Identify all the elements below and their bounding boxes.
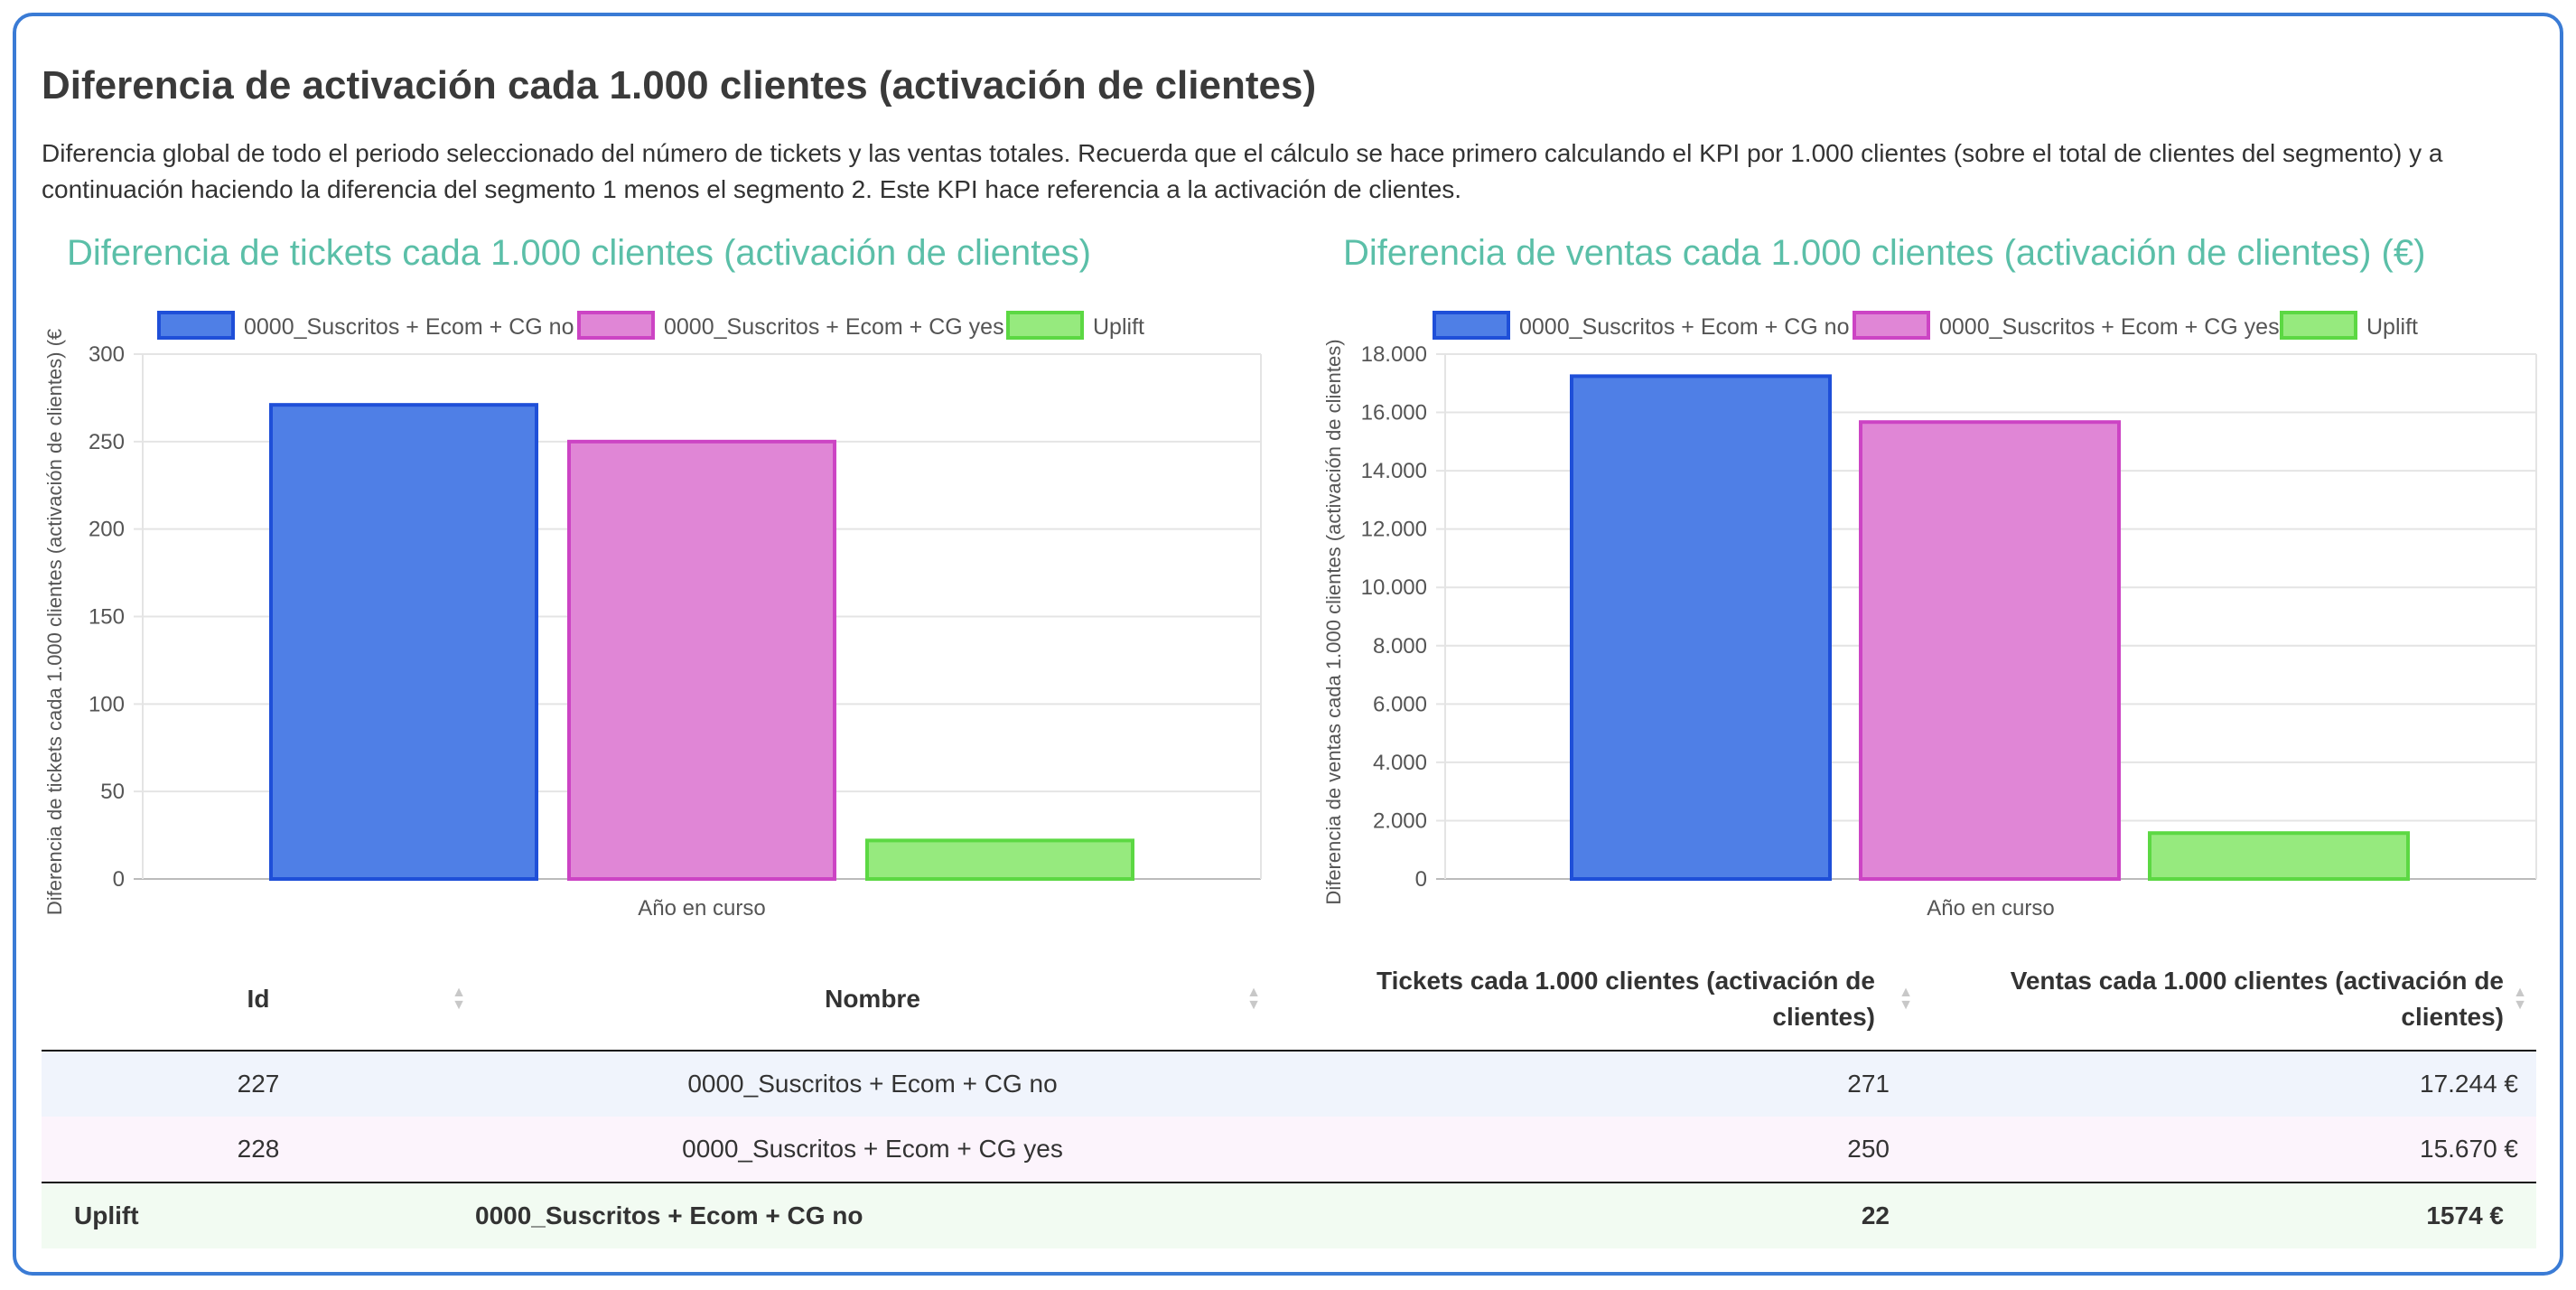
cell-tickets: 22 bbox=[1270, 1182, 1922, 1248]
legend-label: 0000_Suscritos + Ecom + CG yes bbox=[664, 314, 1004, 340]
bar bbox=[567, 439, 836, 881]
tickets-chart-title: Diferencia de tickets cada 1.000 cliente… bbox=[67, 233, 1091, 273]
table-row[interactable]: 227 0000_Suscritos + Ecom + CG no 271 17… bbox=[42, 1051, 2536, 1117]
y-tick-label: 6.000 bbox=[1373, 692, 1427, 716]
y-tick-label: 2.000 bbox=[1373, 809, 1427, 833]
y-tick-label: 50 bbox=[100, 780, 125, 804]
tickets-chart: 0 50 100 150 200 250 300 Año en curso Diferencia… bbox=[43, 311, 1262, 921]
legend-label: Uplift bbox=[1093, 314, 1144, 340]
column-header-label: Nombre bbox=[825, 985, 920, 1013]
column-header-name[interactable]: Nombre ▲ ▼ bbox=[475, 949, 1270, 1052]
sales-chart: 0 2.000 4.000 6.000 8.000 10.000 12.000 14.000 1… bbox=[1322, 311, 2537, 921]
legend-label: 0000_Suscritos + Ecom + CG no bbox=[244, 314, 574, 340]
y-tick-label: 16.000 bbox=[1361, 401, 1427, 425]
legend-swatch bbox=[2280, 311, 2357, 340]
column-header-label: Ventas cada 1.000 clientes (activación d… bbox=[2010, 967, 2504, 1031]
page-title: Diferencia de activación cada 1.000 clie… bbox=[42, 63, 1317, 108]
cell-id: 228 bbox=[237, 1135, 280, 1163]
legend-label: 0000_Suscritos + Ecom + CG yes bbox=[1939, 314, 2280, 340]
cell-name: 0000_Suscritos + Ecom + CG no bbox=[687, 1070, 1058, 1098]
table-footer-row: Uplift 0000_Suscritos + Ecom + CG no 22 … bbox=[42, 1182, 2536, 1248]
bar bbox=[1859, 420, 2121, 882]
legend-swatch bbox=[577, 311, 655, 340]
y-tick-label: 300 bbox=[89, 342, 125, 367]
column-header-label: Tickets cada 1.000 clientes (activación … bbox=[1376, 967, 1875, 1031]
page-description: Diferencia global de todo el periodo sel… bbox=[42, 139, 2443, 203]
legend-label: 0000_Suscritos + Ecom + CG no bbox=[1519, 314, 1849, 340]
cell-tickets: 271 bbox=[1847, 1070, 1890, 1098]
column-header-label: Id bbox=[247, 985, 270, 1013]
legend-swatch bbox=[157, 311, 235, 340]
y-axis-title: Diferencia de ventas cada 1.000 clientes… bbox=[1322, 339, 1345, 904]
y-tick-label: 0 bbox=[1415, 867, 1427, 892]
legend-swatch bbox=[1006, 311, 1084, 340]
bar bbox=[865, 838, 1134, 881]
x-axis-label: Año en curso bbox=[638, 896, 765, 921]
sort-icon[interactable]: ▲ ▼ bbox=[452, 985, 466, 1013]
cell-sales: 17.244 € bbox=[2420, 1070, 2518, 1098]
cell-name: 0000_Suscritos + Ecom + CG no bbox=[475, 1182, 1270, 1248]
legend-label: Uplift bbox=[2366, 314, 2418, 340]
cell-sales: 15.670 € bbox=[2420, 1135, 2518, 1163]
y-tick-label: 10.000 bbox=[1361, 575, 1427, 600]
y-tick-label: 4.000 bbox=[1373, 751, 1427, 775]
sales-chart-title: Diferencia de ventas cada 1.000 clientes… bbox=[1343, 233, 2426, 273]
y-tick-label: 0 bbox=[113, 867, 125, 892]
y-tick-label: 8.000 bbox=[1373, 634, 1427, 659]
sort-icon[interactable]: ▲ ▼ bbox=[1899, 985, 1913, 1013]
sort-icon[interactable]: ▲ ▼ bbox=[1246, 985, 1261, 1013]
y-axis-title: Diferencia de tickets cada 1.000 cliente… bbox=[43, 329, 66, 915]
column-header-tickets[interactable]: Tickets cada 1.000 clientes (activación … bbox=[1270, 949, 1922, 1052]
y-tick-label: 12.000 bbox=[1361, 518, 1427, 542]
y-tick-label: 250 bbox=[89, 430, 125, 454]
cell-id: Uplift bbox=[42, 1182, 475, 1248]
x-axis-label: Año en curso bbox=[1927, 896, 2054, 921]
column-header-id[interactable]: Id ▲ ▼ bbox=[42, 949, 475, 1052]
y-tick-label: 150 bbox=[89, 605, 125, 630]
bar bbox=[2148, 831, 2410, 881]
cell-id: 227 bbox=[237, 1070, 280, 1098]
sort-icon[interactable]: ▲ ▼ bbox=[2513, 985, 2527, 1013]
column-header-sales[interactable]: Ventas cada 1.000 clientes (activación d… bbox=[1922, 949, 2536, 1052]
cell-tickets: 250 bbox=[1847, 1135, 1890, 1163]
y-tick-label: 100 bbox=[89, 692, 125, 716]
y-tick-label: 18.000 bbox=[1361, 342, 1427, 367]
cell-name: 0000_Suscritos + Ecom + CG yes bbox=[682, 1135, 1063, 1163]
table-header-row: Id ▲ ▼ Nombre ▲ ▼ Tickets cada 1.000 clien… bbox=[42, 949, 2536, 1052]
y-tick-label: 200 bbox=[89, 518, 125, 542]
y-tick-label: 14.000 bbox=[1361, 459, 1427, 483]
table-row[interactable]: 228 0000_Suscritos + Ecom + CG yes 250 1… bbox=[42, 1117, 2536, 1182]
kpi-table: Id ▲ ▼ Nombre ▲ ▼ Tickets cada 1.000 clien… bbox=[42, 949, 2536, 1248]
legend-swatch bbox=[1853, 311, 1930, 340]
cell-sales: 1574 € bbox=[1922, 1182, 2536, 1248]
legend-swatch bbox=[1433, 311, 1510, 340]
bar bbox=[1570, 374, 1832, 882]
bar bbox=[269, 403, 538, 881]
